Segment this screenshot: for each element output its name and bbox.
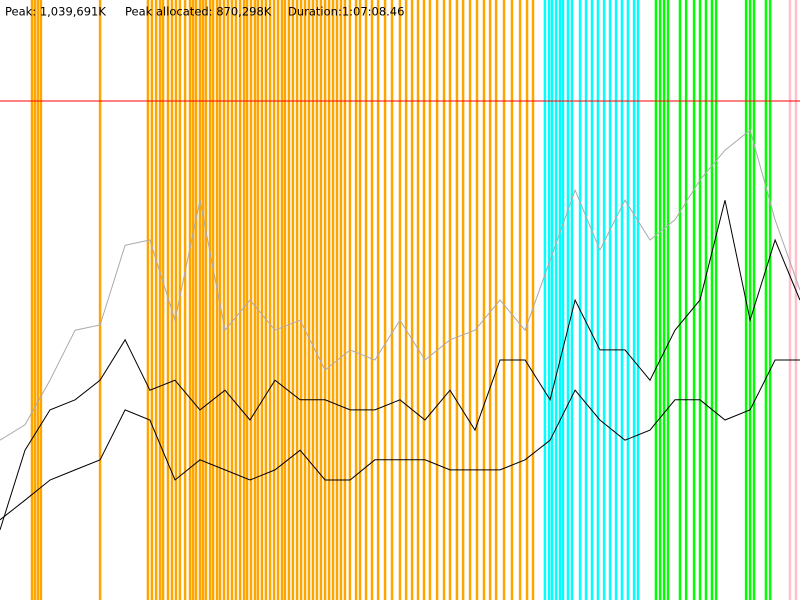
peak-allocated-label: Peak allocated: 870,298K — [125, 5, 272, 19]
duration-label: Duration:1:07:08.46 — [288, 5, 404, 19]
series-line — [0, 200, 800, 531]
series-line — [0, 129, 800, 441]
peak-label: Peak: 1,039,691K — [5, 5, 106, 19]
series-line — [0, 359, 800, 521]
lines — [0, 129, 800, 531]
